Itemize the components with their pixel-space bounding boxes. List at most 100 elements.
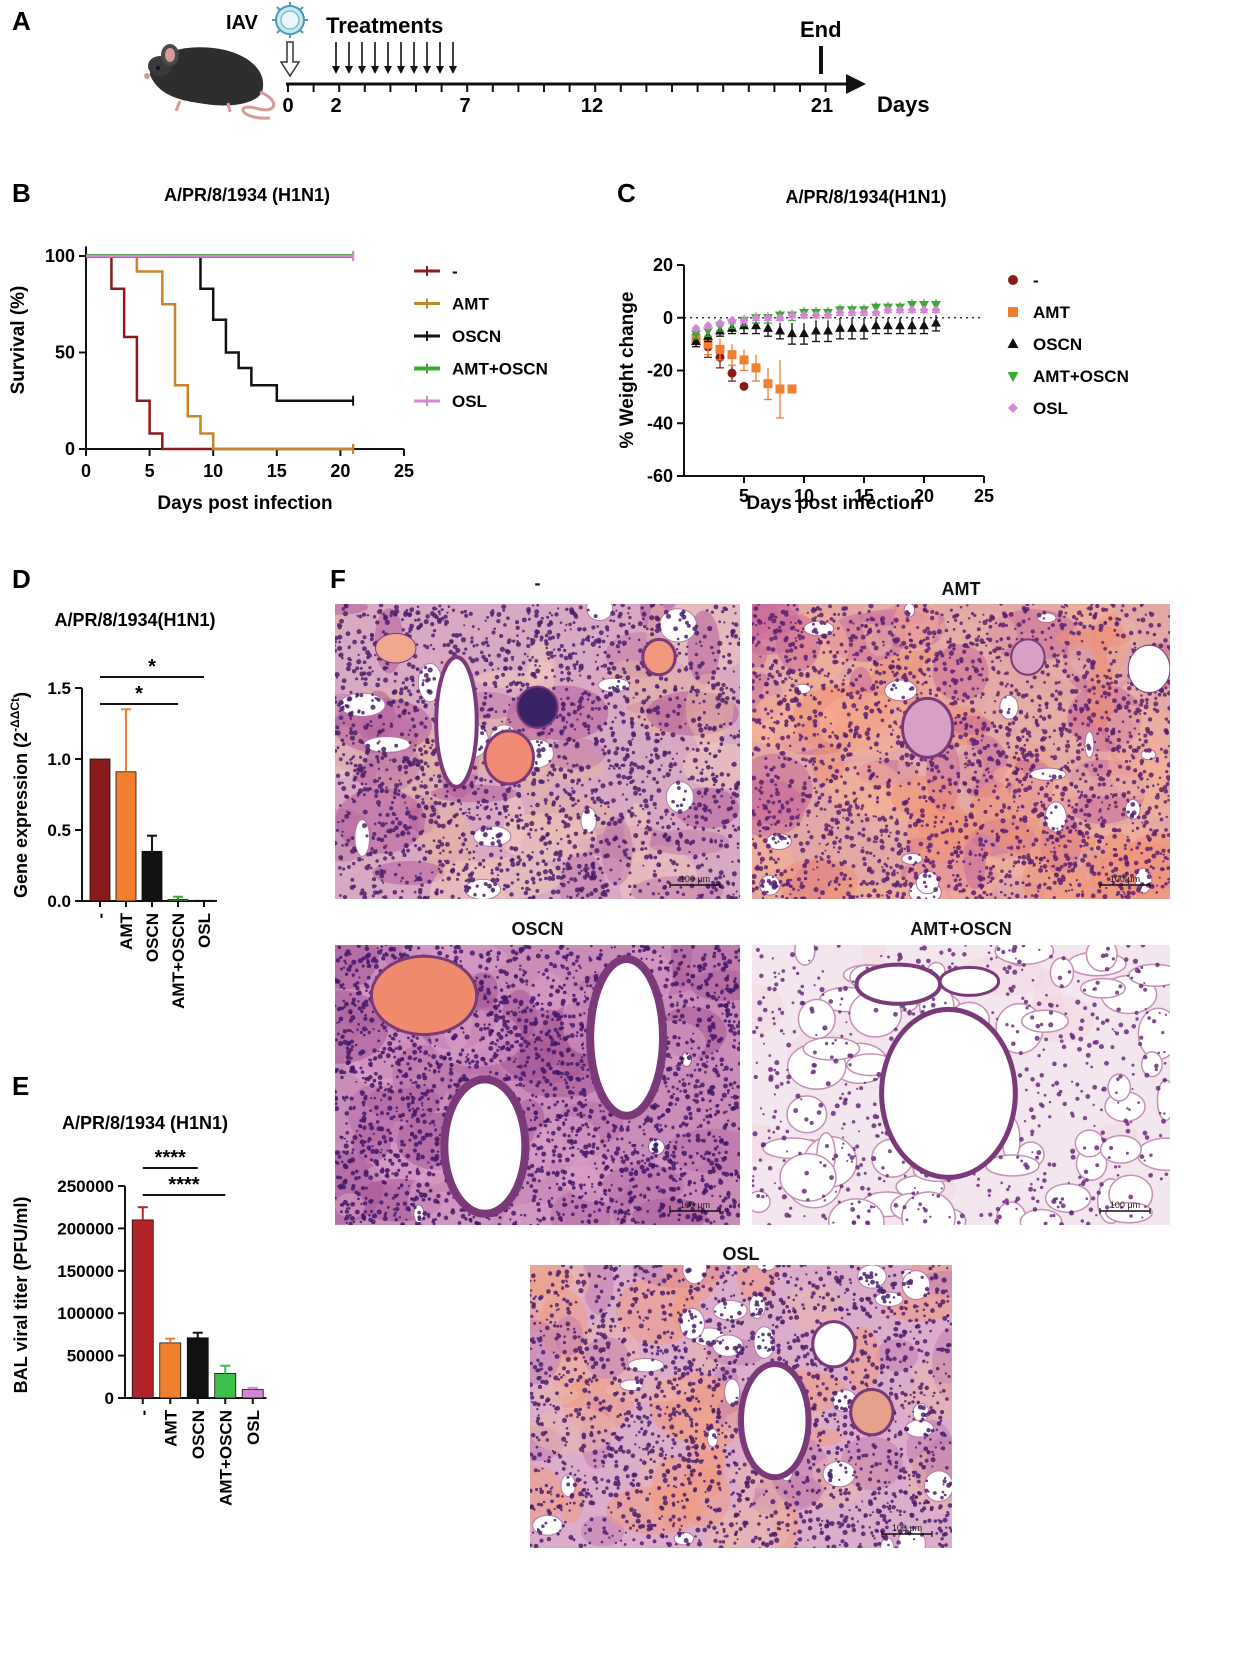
cell-nucleus xyxy=(375,859,379,863)
cell-nucleus xyxy=(1007,745,1011,749)
weight-point-amt-oscn xyxy=(715,322,725,332)
cell-nucleus xyxy=(645,735,651,741)
cell-nucleus xyxy=(627,612,630,615)
cell-nucleus xyxy=(1061,877,1066,882)
cell-nucleus xyxy=(1025,758,1029,762)
cell-nucleus xyxy=(665,713,671,719)
cell-nucleus xyxy=(432,628,437,633)
cell-nucleus xyxy=(790,669,796,675)
cell-nucleus xyxy=(826,619,829,623)
cell-nucleus xyxy=(1021,735,1025,739)
cell-nucleus xyxy=(505,867,510,872)
cell-nucleus xyxy=(580,641,585,646)
cell-nucleus xyxy=(716,855,720,859)
cell-nucleus xyxy=(706,765,711,770)
weight-point-osl xyxy=(739,315,749,325)
cell-nucleus xyxy=(793,896,798,899)
cell-nucleus xyxy=(958,734,964,740)
cell-nucleus xyxy=(437,867,441,871)
cell-nucleus xyxy=(420,780,423,783)
cell-nucleus xyxy=(889,709,895,714)
cell-nucleus xyxy=(594,707,598,710)
cell-nucleus xyxy=(434,615,439,620)
cell-nucleus xyxy=(928,795,933,801)
cell-nucleus xyxy=(591,625,596,630)
cell-nucleus xyxy=(909,813,914,817)
cell-nucleus xyxy=(562,725,567,730)
cell-nucleus xyxy=(1014,751,1018,755)
cell-nucleus xyxy=(890,745,893,748)
cell-nucleus xyxy=(470,830,475,835)
cell-nucleus xyxy=(628,615,632,620)
cell-nucleus xyxy=(724,700,728,705)
cell-nucleus xyxy=(468,656,472,660)
cell-nucleus xyxy=(694,814,699,819)
cell-nucleus xyxy=(1063,615,1066,619)
cell-nucleus xyxy=(364,865,370,871)
cell-nucleus xyxy=(770,709,774,713)
cell-nucleus xyxy=(732,813,738,819)
cell-nucleus xyxy=(785,649,790,654)
cell-nucleus xyxy=(958,890,962,893)
significance-label-d: * xyxy=(135,683,143,705)
cell-nucleus xyxy=(1089,786,1094,791)
cell-nucleus xyxy=(856,772,860,776)
cell-nucleus xyxy=(558,849,563,855)
cell-nucleus xyxy=(682,797,686,802)
cell-nucleus xyxy=(641,780,645,784)
cell-nucleus xyxy=(884,757,890,763)
cell-nucleus xyxy=(840,754,846,760)
cell-nucleus xyxy=(733,634,739,639)
cell-nucleus xyxy=(1123,856,1128,860)
cell-nucleus xyxy=(423,745,426,748)
cell-nucleus xyxy=(599,804,602,807)
cell-nucleus xyxy=(583,831,587,835)
cell-nucleus xyxy=(448,649,454,655)
bar-d-untreated xyxy=(89,758,111,902)
cell-nucleus xyxy=(421,683,425,687)
cell-nucleus xyxy=(1061,722,1064,726)
cell-nucleus xyxy=(631,750,636,755)
cell-nucleus xyxy=(346,838,351,843)
cell-nucleus xyxy=(1143,711,1147,715)
cell-nucleus xyxy=(908,671,913,676)
weight-point-osl xyxy=(907,305,917,315)
cell-nucleus xyxy=(1098,627,1103,632)
cell-nucleus xyxy=(1097,727,1103,732)
cell-nucleus xyxy=(901,695,906,700)
cell-nucleus xyxy=(1010,683,1014,688)
cell-nucleus xyxy=(1119,886,1124,891)
cell-nucleus xyxy=(1133,860,1139,866)
cell-nucleus xyxy=(876,795,879,799)
cell-nucleus xyxy=(553,675,557,678)
cell-nucleus xyxy=(377,749,381,753)
cell-nucleus xyxy=(1123,843,1127,847)
cell-nucleus xyxy=(556,875,561,880)
cell-nucleus xyxy=(836,826,840,830)
cell-nucleus xyxy=(339,618,344,624)
cell-nucleus xyxy=(676,891,680,894)
cell-nucleus xyxy=(735,699,740,704)
cell-nucleus xyxy=(1026,829,1030,833)
cell-nucleus xyxy=(1096,773,1100,777)
cell-nucleus xyxy=(840,775,843,778)
cell-nucleus xyxy=(649,604,654,608)
cell-nucleus xyxy=(457,897,461,899)
cell-nucleus xyxy=(1011,721,1016,725)
cell-nucleus xyxy=(1043,807,1047,811)
cell-nucleus xyxy=(781,883,785,888)
cell-nucleus xyxy=(807,715,813,721)
cell-nucleus xyxy=(582,627,587,632)
cell-nucleus xyxy=(1081,838,1086,844)
cell-nucleus xyxy=(1117,703,1121,707)
cell-nucleus xyxy=(726,806,732,812)
cell-nucleus xyxy=(952,873,955,877)
cell-nucleus xyxy=(1086,715,1092,721)
cell-nucleus xyxy=(607,759,611,763)
weight-point-oscn xyxy=(847,322,857,332)
cell-nucleus xyxy=(633,833,639,839)
cell-nucleus xyxy=(1127,694,1130,697)
cell-nucleus xyxy=(1058,726,1062,731)
cell-nucleus xyxy=(337,634,343,640)
cell-nucleus xyxy=(1053,729,1056,733)
